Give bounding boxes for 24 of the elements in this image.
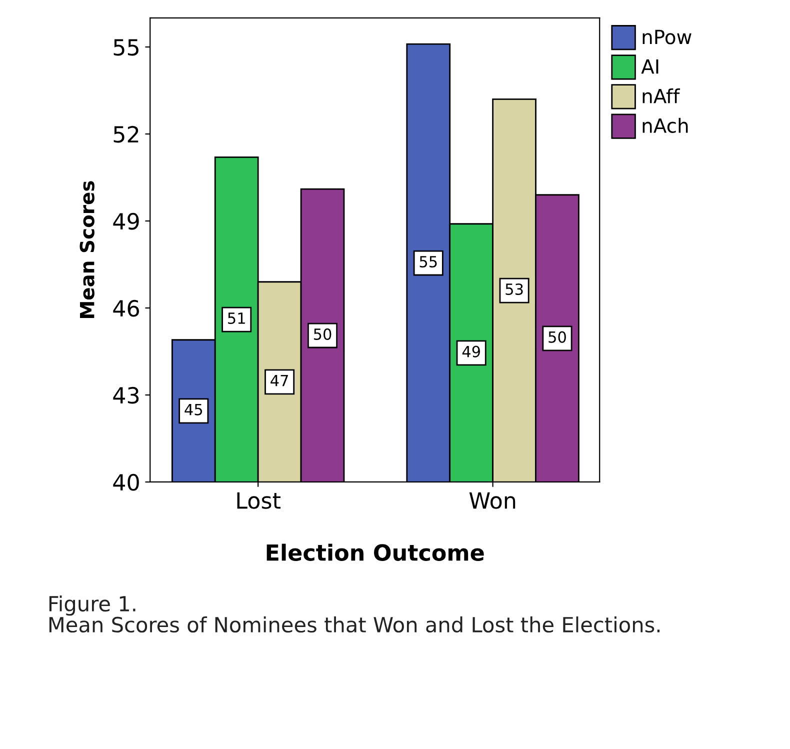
y-axis-title: Mean Scores [80,181,94,318]
x-tick-label: Lost [237,492,280,509]
y-tick-label: 40 [113,474,139,491]
y-tick-label: 46 [113,300,139,317]
x-tick-label: Won [469,492,516,509]
data-label: 45 [184,404,202,416]
data-label: 47 [270,375,288,386]
y-tick-label: 55 [114,39,138,56]
data-label: 55 [420,256,437,268]
data-label: 49 [462,346,480,358]
legend-label: AI [641,59,658,74]
y-tick-label: 52 [114,126,138,143]
y-tick-label: 43 [113,386,139,404]
data-label: 50 [314,328,332,340]
legend-label: nAch [642,118,688,133]
data-label: 50 [548,331,566,343]
data-label: 53 [506,283,523,296]
y-tick-label: 49 [113,212,139,230]
text: Mean Scores of Nominees that Won and Lost the Elections. [49,616,660,633]
legend-label: nAff [642,88,680,104]
legend-label: nPow [642,30,692,44]
x-axis-title: Election Outcome [266,544,484,561]
data-label: 51 [228,312,245,324]
caption: Figure 1. [49,595,136,616]
